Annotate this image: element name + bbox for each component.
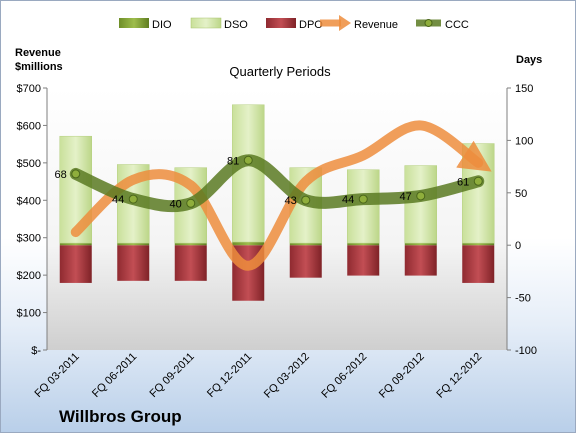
ccc-point xyxy=(128,194,138,204)
ccc-data-label: 44 xyxy=(112,194,124,206)
bar-dio xyxy=(347,243,380,246)
labels-layer: 68 44 40 81 43 44 47 61 xyxy=(55,155,470,210)
ccc-data-label: 61 xyxy=(457,176,469,188)
company-name: Willbros Group xyxy=(59,407,182,426)
ccc-point xyxy=(358,194,368,204)
ccc-data-label: 68 xyxy=(55,169,67,181)
bar-dio xyxy=(289,243,322,246)
legend-label-ccc: CCC xyxy=(445,19,469,31)
category-tick-label: FQ 12-2012 xyxy=(434,351,484,401)
bar-dso xyxy=(404,165,437,244)
revenue-line xyxy=(70,120,492,271)
category-tick-label: FQ 09-2011 xyxy=(147,351,196,400)
bar-dpo xyxy=(117,245,150,281)
legend-label-revenue: Revenue xyxy=(354,19,398,31)
legend-swatch-dpo xyxy=(266,18,296,28)
ccc-point xyxy=(301,195,311,205)
bar-dio xyxy=(59,243,92,246)
ccc-point xyxy=(186,198,196,208)
bar-dpo xyxy=(347,245,380,276)
right-axis-tick-label: 150 xyxy=(515,83,533,95)
legend-item-dio: DIO xyxy=(119,18,172,31)
legend-label-dpo: DPO xyxy=(299,19,323,31)
left-axis-tick-label: $600 xyxy=(17,120,41,132)
category-tick-label: FQ 09-2012 xyxy=(377,351,427,401)
left-axis-title-line1: Revenue xyxy=(15,47,61,59)
legend-item-dso: DSO xyxy=(190,17,248,31)
bar-dio xyxy=(232,242,265,246)
bars-layer xyxy=(59,104,495,301)
ccc-data-label: 40 xyxy=(170,198,182,210)
ccc-point xyxy=(243,155,253,165)
right-axis-tick-label: 100 xyxy=(515,135,533,147)
legend-item-revenue: Revenue xyxy=(320,15,398,31)
bar-dso xyxy=(232,104,265,243)
right-axis-title: Days xyxy=(516,54,542,66)
legend-swatch-dio xyxy=(119,18,149,28)
left-axis-tick-label: $- xyxy=(31,345,41,357)
left-axis-tick-label: $200 xyxy=(17,270,41,282)
legend-item-dpo: DPO xyxy=(266,18,323,31)
left-axis-tick-label: $500 xyxy=(17,158,41,170)
left-axis-tick-label: $300 xyxy=(17,233,41,245)
ccc-data-label: 44 xyxy=(342,194,354,206)
legend-marker-ccc xyxy=(424,19,433,27)
ccc-data-label: 81 xyxy=(227,155,239,167)
ccc-point xyxy=(473,176,483,186)
legend: DIO DSO DPO Revenue CCC xyxy=(119,15,469,31)
bar-dio xyxy=(462,243,495,246)
left-axis-tick-label: $400 xyxy=(17,195,41,207)
lines-layer xyxy=(69,120,492,271)
chart-title: Quarterly Periods xyxy=(229,64,331,79)
right-axis-tick-label: -100 xyxy=(515,345,537,357)
legend-arrow-revenue xyxy=(339,15,351,31)
bar-dpo xyxy=(462,245,495,283)
category-tick-label: FQ 12-2011 xyxy=(205,351,254,400)
bar-dio xyxy=(174,243,207,246)
legend-swatch-dso xyxy=(190,17,222,29)
ccc-data-label: 43 xyxy=(285,195,297,207)
left-axis-title-line2: $millions xyxy=(15,61,63,73)
right-axis-tick-label: 0 xyxy=(515,240,521,252)
ccc-line xyxy=(69,154,485,213)
category-tick-label: FQ 06-2011 xyxy=(90,351,139,400)
legend-label-dso: DSO xyxy=(224,19,248,31)
category-tick-label: FQ 03-2011 xyxy=(32,351,81,400)
bar-dpo xyxy=(404,245,437,276)
right-axis-tick-label: -50 xyxy=(515,293,531,305)
legend-item-ccc: CCC xyxy=(416,19,469,31)
bar-dpo xyxy=(59,245,92,283)
bar-dso xyxy=(347,169,380,244)
ccc-data-label: 47 xyxy=(400,191,412,203)
left-axis-tick-label: $100 xyxy=(17,308,41,320)
legend-label-dio: DIO xyxy=(152,19,172,31)
left-axis-tick-label: $700 xyxy=(17,83,41,95)
category-tick-label: FQ 06-2012 xyxy=(319,351,369,401)
bar-dpo xyxy=(174,245,207,281)
bar-dio xyxy=(117,243,150,246)
ccc-point xyxy=(71,169,81,179)
bar-dio xyxy=(404,243,437,246)
right-axis-tick-label: 50 xyxy=(515,188,527,200)
bar-dpo xyxy=(289,245,322,278)
category-tick-label: FQ 03-2012 xyxy=(262,351,312,401)
ccc-point xyxy=(416,191,426,201)
